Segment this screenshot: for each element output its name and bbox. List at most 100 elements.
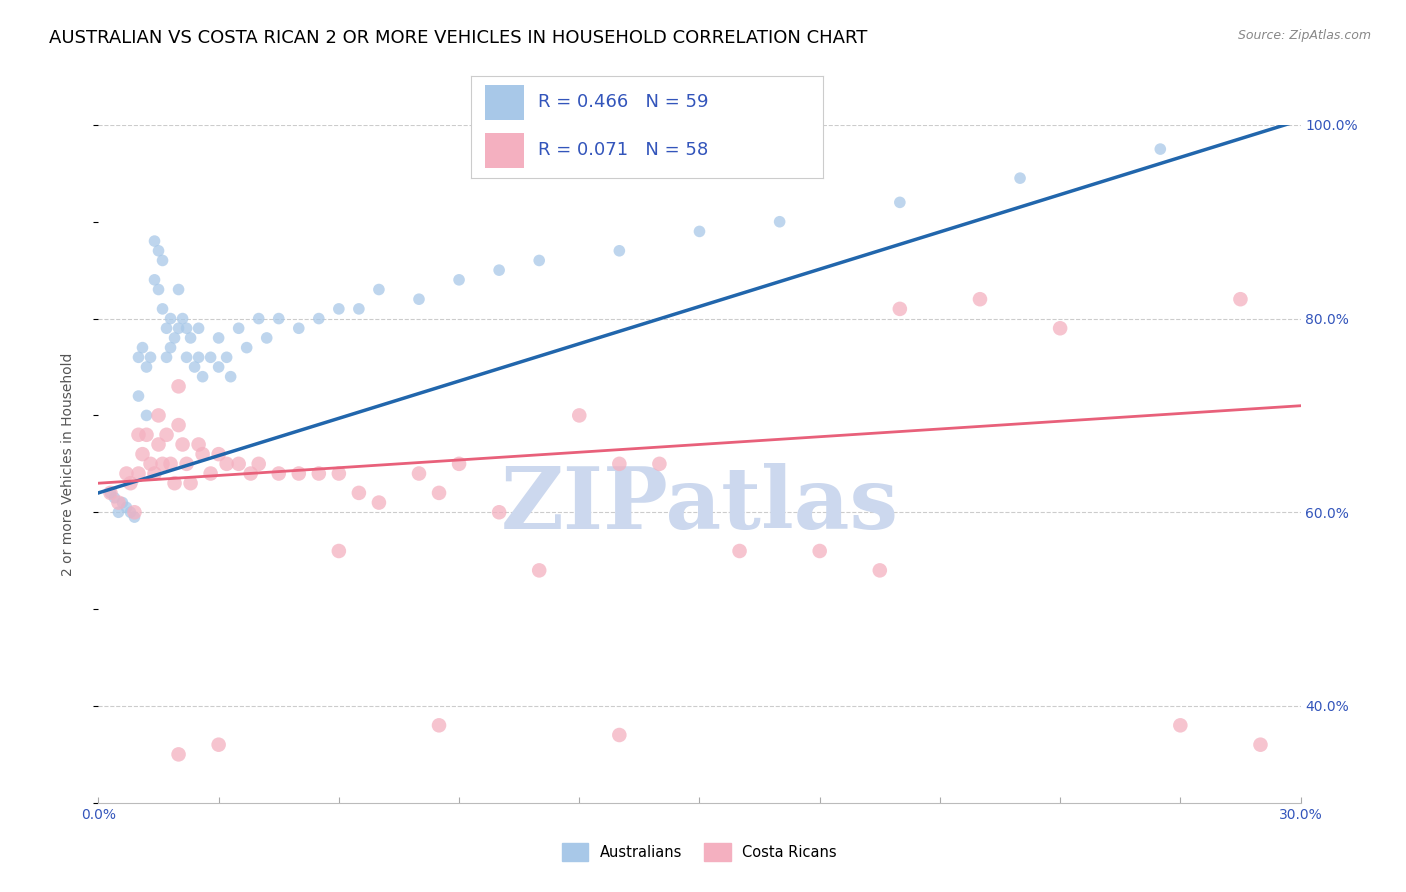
Point: [143, 467, 166, 481]
Point: [148, 244, 170, 258]
Point: [172, 437, 194, 451]
Text: AUSTRALIAN VS COSTA RICAN 2 OR MORE VEHICLES IN HOUSEHOLD CORRELATION CHART: AUSTRALIAN VS COSTA RICAN 2 OR MORE VEHI…: [49, 29, 868, 47]
Point: [180, 331, 202, 345]
Point: [609, 244, 631, 258]
Point: [176, 321, 198, 335]
Point: [183, 359, 205, 374]
Point: [135, 359, 157, 374]
Point: [368, 495, 391, 509]
Point: [120, 476, 142, 491]
Point: [568, 409, 591, 423]
Point: [115, 467, 138, 481]
Point: [107, 505, 129, 519]
Point: [152, 457, 174, 471]
Point: [1149, 142, 1171, 156]
Text: Source: ZipAtlas.com: Source: ZipAtlas.com: [1237, 29, 1371, 43]
Point: [128, 427, 150, 442]
Point: [609, 457, 631, 471]
Point: [488, 263, 510, 277]
Bar: [485, 133, 524, 168]
Point: [152, 253, 174, 268]
Point: [191, 447, 214, 461]
Point: [148, 283, 170, 297]
Point: [163, 476, 186, 491]
Point: [176, 457, 198, 471]
Point: [529, 563, 551, 577]
Point: [1170, 718, 1192, 732]
Point: [124, 510, 146, 524]
Bar: [485, 85, 524, 120]
Point: [187, 437, 209, 451]
Point: [139, 457, 162, 471]
Point: [889, 301, 911, 316]
Point: [187, 351, 209, 365]
Point: [208, 331, 231, 345]
Point: [889, 195, 911, 210]
Point: [172, 311, 194, 326]
Point: [609, 728, 631, 742]
Point: [648, 457, 671, 471]
Point: [167, 418, 190, 433]
Point: [208, 447, 231, 461]
Legend: Australians, Costa Ricans: Australians, Costa Ricans: [557, 838, 842, 867]
Point: [167, 747, 190, 762]
Point: [131, 341, 153, 355]
Point: [488, 505, 510, 519]
Point: [308, 467, 330, 481]
Point: [427, 486, 450, 500]
Point: [969, 292, 991, 306]
Point: [167, 379, 190, 393]
Point: [180, 476, 202, 491]
Point: [128, 389, 150, 403]
Point: [135, 409, 157, 423]
Point: [100, 486, 122, 500]
Point: [143, 273, 166, 287]
Point: [447, 457, 470, 471]
Point: [139, 351, 162, 365]
Point: [256, 331, 278, 345]
Point: [328, 467, 350, 481]
Point: [148, 409, 170, 423]
Point: [208, 359, 231, 374]
Point: [328, 301, 350, 316]
Point: [1250, 738, 1272, 752]
Point: [208, 738, 231, 752]
Point: [107, 495, 129, 509]
Point: [1229, 292, 1251, 306]
Point: [808, 544, 831, 558]
Point: [267, 467, 290, 481]
Point: [176, 351, 198, 365]
Point: [159, 457, 181, 471]
Point: [167, 283, 190, 297]
Point: [215, 351, 238, 365]
Point: [228, 321, 250, 335]
Point: [219, 369, 242, 384]
Point: [869, 563, 891, 577]
Point: [247, 311, 270, 326]
Point: [135, 427, 157, 442]
Point: [408, 292, 430, 306]
Point: [347, 301, 370, 316]
Point: [115, 500, 138, 515]
Point: [728, 544, 751, 558]
Point: [163, 331, 186, 345]
Point: [447, 273, 470, 287]
Point: [100, 486, 122, 500]
Point: [187, 321, 209, 335]
Y-axis label: 2 or more Vehicles in Household: 2 or more Vehicles in Household: [60, 352, 75, 575]
Point: [155, 427, 177, 442]
Point: [689, 224, 711, 238]
Point: [408, 467, 430, 481]
Point: [152, 301, 174, 316]
Point: [529, 253, 551, 268]
Point: [308, 311, 330, 326]
Point: [769, 215, 792, 229]
Point: [235, 341, 257, 355]
Point: [427, 718, 450, 732]
Point: [124, 505, 146, 519]
Point: [131, 447, 153, 461]
Point: [103, 491, 125, 505]
Point: [368, 283, 391, 297]
Text: R = 0.466   N = 59: R = 0.466 N = 59: [538, 93, 709, 111]
Point: [120, 505, 142, 519]
